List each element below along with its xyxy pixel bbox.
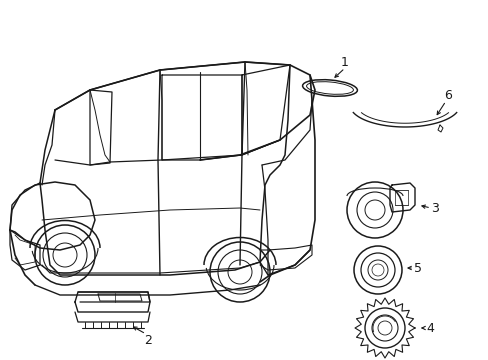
Text: 1: 1 [340,55,348,68]
Text: 3: 3 [430,202,438,215]
Text: 6: 6 [443,89,451,102]
Text: 2: 2 [144,333,152,346]
Text: 4: 4 [425,321,433,334]
Text: 5: 5 [413,261,421,275]
